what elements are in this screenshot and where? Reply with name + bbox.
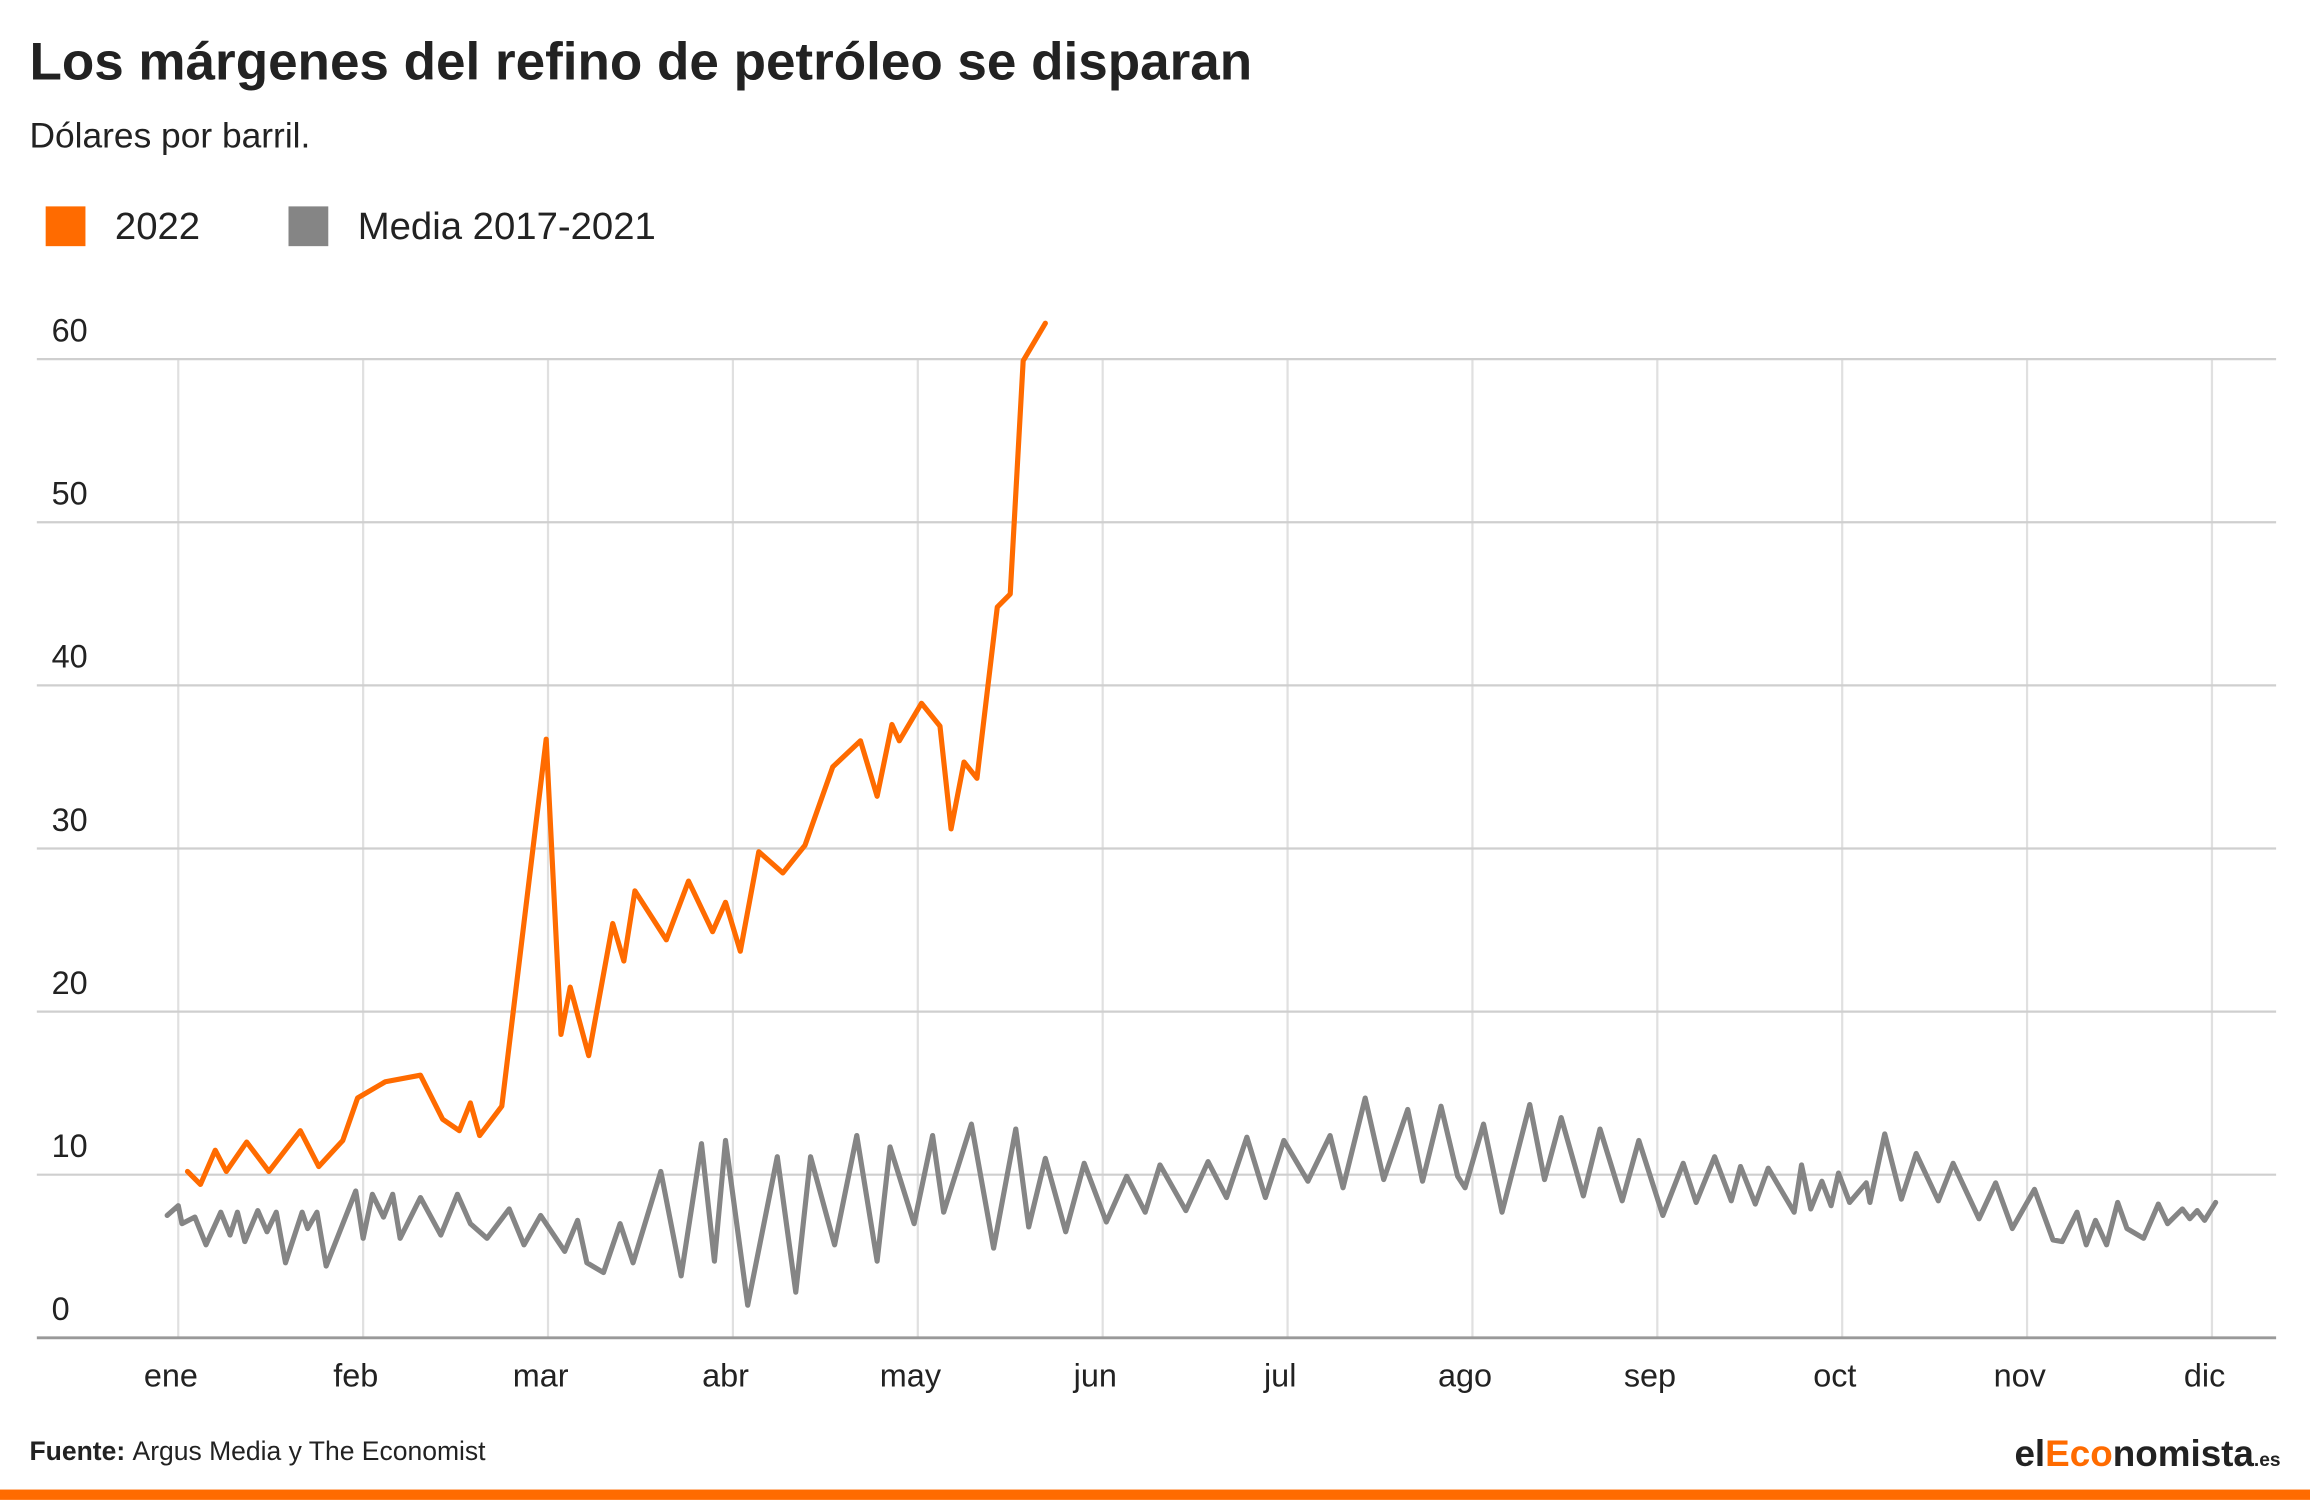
y-tick-label: 20 [52, 965, 88, 1001]
x-tick-label: jun [1073, 1357, 1117, 1393]
x-tick-label: sep [1624, 1357, 1676, 1393]
legend-swatch [288, 206, 329, 247]
logo-part: .es [2254, 1450, 2281, 1471]
y-tick-label: 10 [52, 1128, 88, 1164]
legend-label: Media 2017-2021 [358, 205, 656, 248]
x-tick-label: feb [333, 1357, 378, 1393]
y-tick-label: 50 [52, 476, 88, 512]
logo-part: el [2014, 1433, 2045, 1474]
chart-subtitle: Dólares por barril. [29, 116, 310, 155]
logo-part: nomista [2113, 1433, 2255, 1474]
legend-label: 2022 [115, 205, 200, 248]
series-line [184, 320, 1048, 1188]
logo-part: Eco [2045, 1433, 2113, 1474]
source-label: Fuente: [29, 1436, 125, 1466]
y-tick-label: 0 [52, 1291, 70, 1327]
x-tick-label: jul [1263, 1357, 1296, 1393]
source-text: Argus Media y The Economist [133, 1436, 487, 1466]
source: Fuente: Argus Media y The Economist [29, 1436, 486, 1466]
legend-swatch [45, 206, 86, 247]
x-tick-label: dic [2184, 1357, 2225, 1393]
footer-bar [0, 1489, 2310, 1500]
x-tick-label: may [880, 1357, 942, 1393]
x-tick-label: oct [1813, 1357, 1856, 1393]
y-tick-label: 40 [52, 639, 88, 675]
y-tick-label: 60 [52, 312, 88, 348]
logo: elEconomista.es [2014, 1433, 2280, 1474]
x-tick-label: abr [702, 1357, 749, 1393]
y-tick-label: 30 [52, 802, 88, 838]
x-tick-label: ene [144, 1357, 198, 1393]
x-tick-label: mar [513, 1357, 569, 1393]
chart-title: Los márgenes del refino de petróleo se d… [29, 33, 1252, 92]
x-tick-label: nov [1994, 1357, 2047, 1393]
x-tick-label: ago [1438, 1357, 1492, 1393]
plot: ene feb mar abr may jun jul ago sep oct nov dic 0 10 2… [36, 312, 2277, 1393]
series-line [164, 1095, 2219, 1308]
